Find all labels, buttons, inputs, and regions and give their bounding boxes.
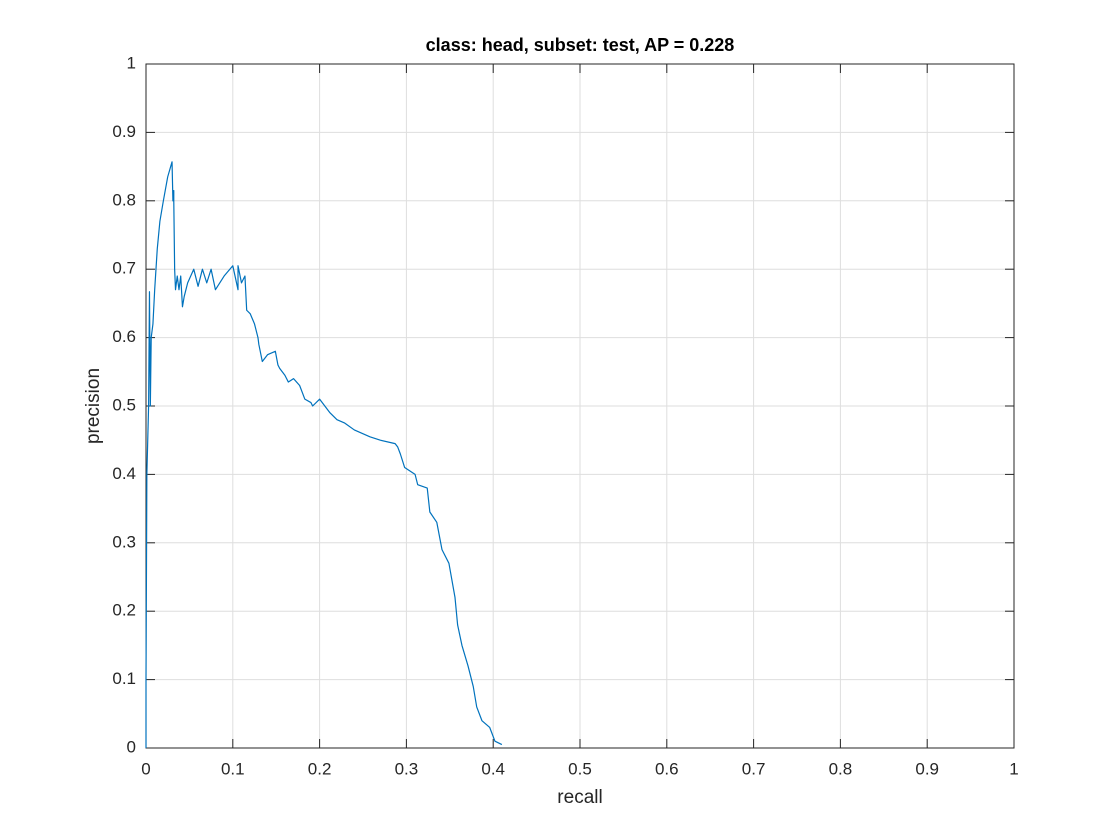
y-tick-label: 0.2	[112, 601, 136, 620]
x-tick-label: 0.7	[742, 759, 766, 778]
x-tick-label: 0.8	[829, 759, 853, 778]
y-tick-label: 0.1	[112, 669, 136, 688]
x-tick-label: 0.1	[221, 759, 245, 778]
x-tick-label: 0.9	[915, 759, 939, 778]
y-tick-label: 0.5	[112, 395, 136, 414]
x-tick-label: 0.6	[655, 759, 679, 778]
x-tick-label: 0.3	[395, 759, 419, 778]
x-axis-label: recall	[557, 787, 602, 808]
chart-title: class: head, subset: test, AP = 0.228	[426, 35, 735, 55]
x-tick-label: 1	[1009, 759, 1018, 778]
y-tick-label: 1	[127, 53, 136, 72]
y-tick-label: 0.4	[112, 464, 136, 483]
y-tick-label: 0.8	[112, 190, 136, 209]
x-tick-label: 0.5	[568, 759, 592, 778]
y-tick-label: 0	[127, 737, 136, 756]
y-tick-label: 0.3	[112, 532, 136, 551]
y-tick-label: 0.9	[112, 122, 136, 141]
y-tick-label: 0.7	[112, 259, 136, 278]
axes-box	[145, 63, 1015, 749]
pr-curve	[145, 161, 503, 748]
x-tick-label: 0	[141, 759, 150, 778]
x-tick-label: 0.4	[481, 759, 505, 778]
y-axis-label: precision	[83, 368, 104, 444]
y-tick-label: 0.6	[112, 327, 136, 346]
x-tick-label: 0.2	[308, 759, 332, 778]
